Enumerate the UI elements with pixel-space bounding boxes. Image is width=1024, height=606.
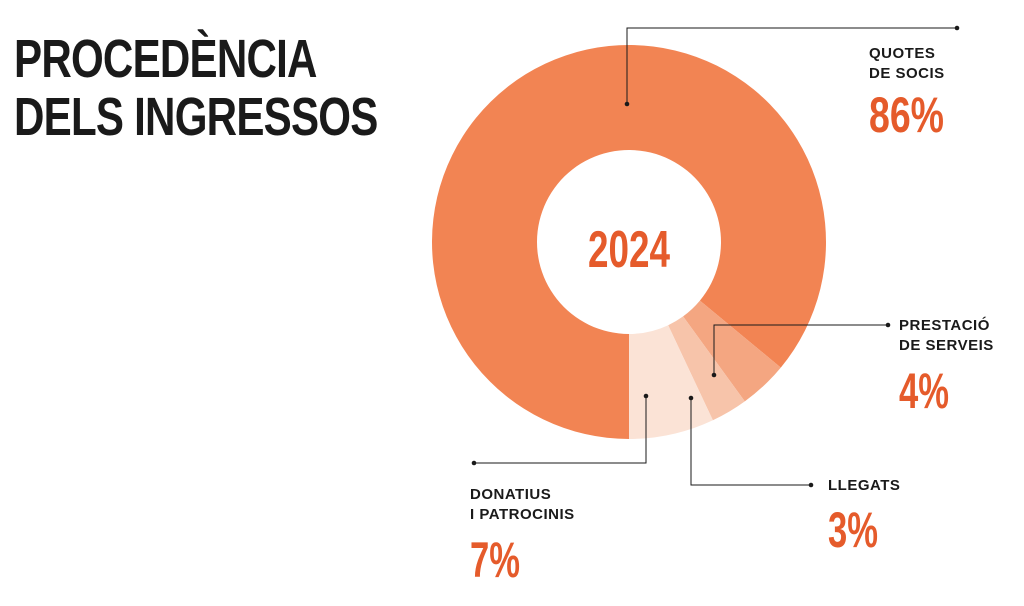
donut-slice [683,300,781,402]
donut-slices [432,45,826,439]
leader-line [474,396,647,464]
slice-name-label: PRESTACIÓ [899,316,990,334]
leader-dot [808,482,814,488]
slice-percent-label: 86% [869,87,944,143]
slice-name-label: DE SERVEIS [899,337,994,354]
slice-percent-label: 7% [470,532,520,588]
leader-line [690,398,811,486]
leader-lines [471,25,960,488]
slice-name-label: LLEGATS [828,477,900,494]
title-line-2: DELS INGRESSOS [14,87,378,147]
chart-title: PROCEDÈNCIA DELS INGRESSOS [14,30,378,146]
leader-line [713,324,888,375]
center-year-label: 2024 [588,221,670,279]
slice-percent-label: 4% [899,363,949,419]
leader-dot [643,393,649,399]
title-line-1: PROCEDÈNCIA [14,29,317,89]
slice-name-label: QUOTES [869,45,935,62]
leader-dot [711,372,717,378]
leader-dot [624,101,630,107]
leader-line [626,27,957,104]
leader-dot [885,322,891,328]
slice-percent-label: 3% [828,502,878,558]
slice-name-label: I PATROCINIS [470,506,575,523]
leader-dot [688,395,694,401]
donut-slice [432,45,826,439]
slice-name-label: DE SOCIS [869,65,945,82]
donut-slice [629,325,713,439]
leader-dot [954,25,960,31]
donut-slice [668,316,745,421]
leader-dot [471,460,477,466]
slice-labels: QUOTES DE SOCIS 86% PRESTACIÓ DE SERVEIS 4% LL… [470,45,994,588]
slice-name-label: DONATIUS [470,486,551,503]
